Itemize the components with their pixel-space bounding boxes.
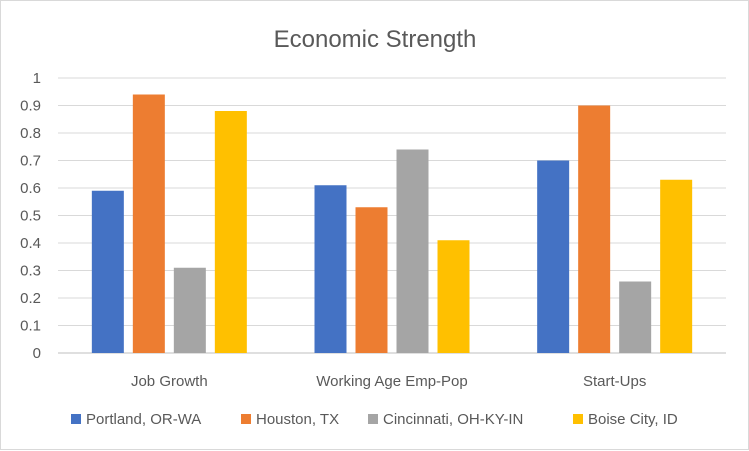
x-category-label: Job Growth [131,373,208,390]
y-tick-label: 0.8 [20,125,41,142]
y-tick-label: 0.2 [20,290,41,307]
x-category-label: Start-Ups [583,373,646,390]
bar [578,105,611,353]
legend: Portland, OR-WA Houston, TX Cincinnati, OH… [71,411,678,428]
bar [173,267,206,353]
y-tick-label: 0.9 [20,98,41,115]
x-axis-categories: Job Growth Working Age Emp-Pop Start-Ups [131,373,646,390]
bar [619,281,652,353]
y-axis-ticks: 0 0.1 0.2 0.3 0.4 0.5 0.6 0.7 0.8 0.9 1 [20,70,41,362]
legend-label: Portland, OR-WA [86,411,201,428]
legend-swatch [71,414,81,424]
y-tick-label: 0.4 [20,235,41,252]
legend-label: Cincinnati, OH-KY-IN [383,411,523,428]
bar [132,94,165,353]
y-tick-label: 0.7 [20,153,41,170]
chart-title: Economic Strength [274,26,477,53]
bars [91,94,693,353]
bar [214,111,247,353]
y-tick-label: 1 [33,70,41,87]
y-tick-label: 0.1 [20,318,41,335]
legend-label: Houston, TX [256,411,339,428]
bar [660,179,693,353]
legend-swatch [573,414,583,424]
y-tick-label: 0.6 [20,180,41,197]
bar [91,190,124,353]
legend-swatch [368,414,378,424]
y-tick-label: 0.3 [20,263,41,280]
x-category-label: Working Age Emp-Pop [316,373,467,390]
gridlines [58,77,726,354]
y-tick-label: 0.5 [20,208,41,225]
bar [355,207,388,353]
y-tick-label: 0 [33,345,41,362]
bar [437,240,470,353]
bar [537,160,570,353]
legend-label: Boise City, ID [588,411,678,428]
bar [314,185,347,353]
bar [396,149,429,353]
legend-swatch [241,414,251,424]
